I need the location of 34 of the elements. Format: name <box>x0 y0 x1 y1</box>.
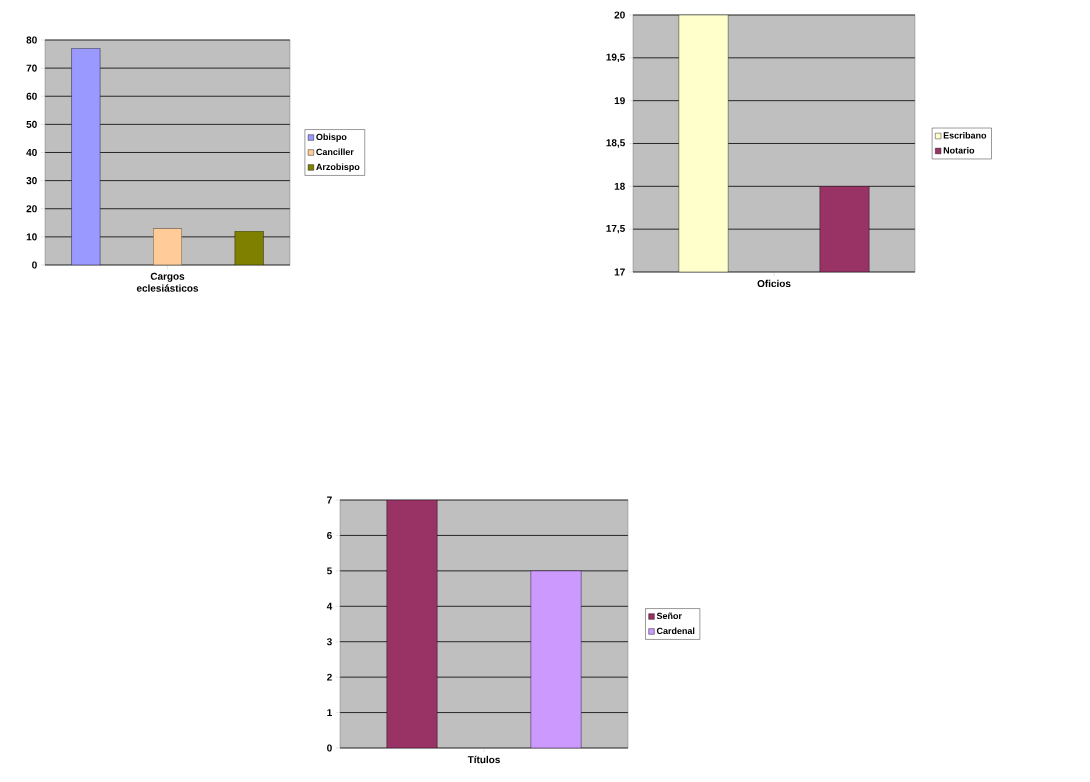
y-tick-label: 70 <box>26 64 37 72</box>
y-tick-label: 60 <box>26 92 37 100</box>
legend-label: Arzobispo <box>316 163 360 172</box>
y-tick-label: 6 <box>327 531 332 539</box>
y-tick-label: 0 <box>32 261 37 269</box>
legend-label: Señor <box>656 612 682 620</box>
y-tick-label: 0 <box>327 744 332 752</box>
legend-label: Notario <box>943 146 975 154</box>
y-tick-label: 17,5 <box>606 224 625 234</box>
legend-label: Cardenal <box>656 627 695 635</box>
y-tick-label: 2 <box>327 673 332 681</box>
legend-label: Canciller <box>316 148 354 156</box>
legend-label: Escribano <box>943 132 987 139</box>
y-tick-label: 19,5 <box>606 53 625 63</box>
y-tick-label: 40 <box>26 148 37 157</box>
x-tick-label: Títulos <box>467 755 500 764</box>
y-tick-label: 5 <box>327 567 332 575</box>
y-tick-label: 50 <box>26 120 37 128</box>
y-tick-label: 20 <box>614 11 625 19</box>
y-tick-label: 4 <box>326 602 333 610</box>
legend-label: Obispo <box>316 133 347 142</box>
y-tick-label: 7 <box>327 496 332 504</box>
x-tick-label: Cargos eclesiásticos <box>136 272 199 292</box>
y-tick-label: 30 <box>26 177 37 185</box>
y-tick-label: 3 <box>326 638 332 646</box>
y-tick-label: 1 <box>327 709 332 716</box>
y-tick-label: 80 <box>26 36 37 44</box>
y-tick-label: 18 <box>614 182 625 190</box>
y-tick-label: 18,5 <box>606 139 625 148</box>
y-tick-label: 17 <box>614 268 625 276</box>
y-tick-label: 20 <box>26 205 37 213</box>
y-tick-label: 19 <box>614 97 625 105</box>
y-tick-label: 10 <box>26 233 37 241</box>
x-tick-label: Oficios <box>757 279 791 288</box>
